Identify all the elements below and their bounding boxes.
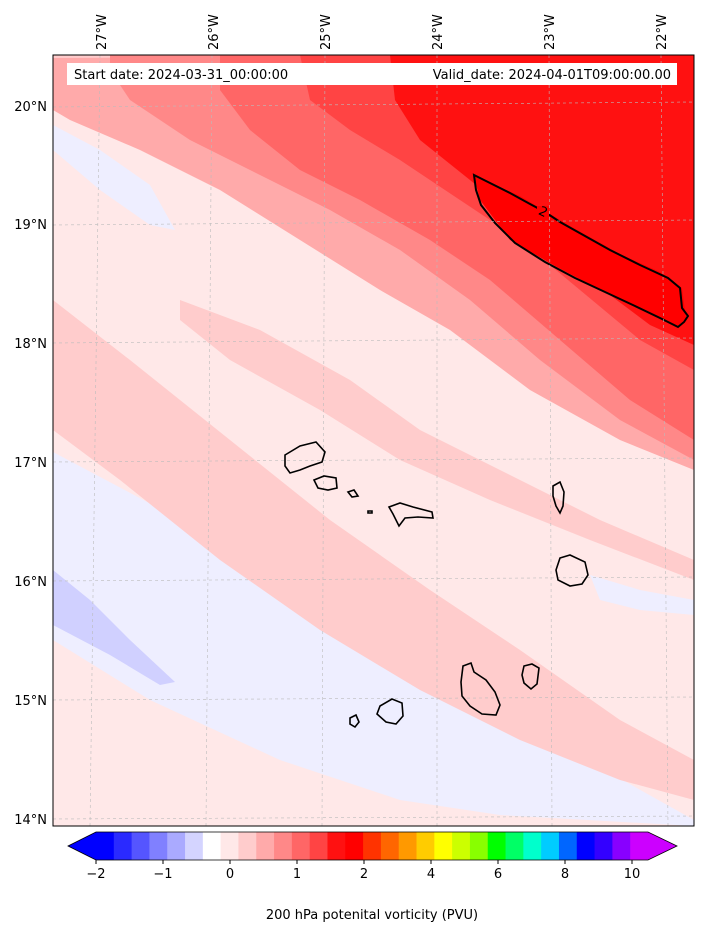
lon-label: 24°W (431, 14, 446, 50)
valid-date-label: Valid_date: 2024-04-01T09:00:00.00 (433, 68, 671, 83)
gridline-lon (548, 55, 553, 826)
gridline-lon (205, 55, 213, 826)
lon-label: 22°W (655, 14, 670, 50)
lon-label: 25°W (319, 14, 334, 50)
lon-label: 26°W (207, 14, 222, 50)
island-sal (552, 480, 565, 515)
colorbar-extend-max (648, 832, 677, 860)
lat-label: 17°N (14, 456, 47, 471)
lon-label: 27°W (95, 14, 110, 50)
colorbar-tick-label: 10 (624, 867, 641, 882)
colorbar-swatch (327, 832, 346, 860)
gridline-lon (89, 55, 101, 826)
gridline-lat (53, 815, 694, 820)
colorbar-tick-label: −2 (86, 867, 105, 882)
colorbar-swatch (576, 832, 596, 860)
colorbar-tick-label: 4 (427, 867, 435, 882)
coastlines (284, 441, 589, 729)
colorbar-tick-label: 6 (494, 867, 502, 882)
longitude-labels: 27°W 26°W 25°W 24°W 23°W 22°W (95, 14, 670, 50)
colorbar-swatch (256, 832, 275, 860)
island-santiago (460, 661, 501, 716)
colorbar-swatch (523, 832, 542, 860)
field-band-lightpink-1 (53, 300, 694, 800)
gridline-lat (53, 696, 694, 701)
gridline-lon (660, 55, 669, 826)
island-santa-luzia (346, 489, 360, 498)
colorbar-swatch (398, 832, 418, 860)
map-frame (52, 54, 695, 827)
colorbar-swatch (434, 832, 453, 860)
pv-field: 2 (53, 55, 694, 826)
colorbar-swatch (416, 832, 435, 860)
colorbar (67, 831, 678, 861)
gridline-lat (53, 337, 694, 344)
colorbar-swatch (505, 832, 524, 860)
header-box (67, 63, 677, 85)
colorbar-swatch (380, 832, 400, 860)
field-core-red (474, 176, 686, 326)
gridline-lat (53, 219, 694, 226)
lat-label: 14°N (14, 813, 47, 828)
colorbar-swatch (594, 832, 613, 860)
field-patch-lavender-east (590, 575, 694, 615)
colorbar-swatch (558, 832, 578, 860)
island-santo-antao (284, 441, 326, 474)
field-band-periwinkle (53, 570, 175, 685)
colorbar-swatch (612, 832, 631, 860)
lat-label: 18°N (14, 337, 47, 352)
colorbar-tick-label: 1 (293, 867, 301, 882)
field-band-lightpink-south (53, 640, 694, 826)
colorbar-swatch (541, 832, 560, 860)
colorbar-title: 200 hPa potenital vorticity (PVU) (266, 908, 478, 923)
start-date-label: Start date: 2024-03-31_00:00:00 (74, 68, 288, 83)
latitude-labels: 20°N 19°N 18°N 17°N 16°N 15°N 14°N (14, 100, 47, 828)
gridline-lat (53, 101, 694, 108)
colorbar-swatch (220, 832, 239, 860)
colorbar-swatch (238, 832, 257, 860)
colorbar-swatch (363, 832, 382, 860)
colorbar-swatch (167, 832, 186, 860)
colorbar-swatch (149, 832, 168, 860)
colorbar-swatch (202, 832, 222, 860)
colorbar-swatch (131, 832, 150, 860)
island-ilheu (367, 510, 373, 514)
lat-label: 20°N (14, 100, 47, 115)
colorbar-swatch (113, 832, 133, 860)
island-maio (521, 663, 540, 691)
colorbar-swatch (452, 832, 471, 860)
island-brava (349, 713, 360, 729)
colorbar-tick-label: 0 (226, 867, 234, 882)
colorbar-tick-label: 8 (561, 867, 569, 882)
colorbar-swatch (469, 832, 489, 860)
gridline-lon (321, 55, 326, 826)
colorbar-extend-min (68, 832, 96, 860)
lat-label: 15°N (14, 694, 47, 709)
colorbar-tick-label: 2 (360, 867, 368, 882)
field-band-lavender-upper (53, 125, 175, 230)
colorbar-swatch (630, 832, 649, 860)
contour-label-bg (537, 206, 549, 218)
lat-label: 16°N (14, 575, 47, 590)
colorbar-swatch (96, 832, 115, 860)
colorbar-swatch (487, 832, 507, 860)
graticule (53, 55, 694, 826)
colorbar-swatch (291, 832, 311, 860)
colorbar-ticks: −2 −1 0 1 2 4 6 8 10 (86, 860, 640, 882)
colorbar-swatch (274, 832, 293, 860)
island-fogo (376, 698, 404, 725)
colorbar-swatch (345, 832, 364, 860)
lat-label: 19°N (14, 218, 47, 233)
island-sao-vicente (312, 475, 338, 491)
lon-label: 23°W (543, 14, 558, 50)
island-boa-vista (555, 554, 589, 587)
colorbar-swatch (309, 832, 328, 860)
gridline-lat (53, 457, 694, 463)
colorbar-tick-label: −1 (153, 867, 172, 882)
colorbar-swatch (185, 832, 204, 860)
island-sao-nicolau (387, 502, 434, 528)
